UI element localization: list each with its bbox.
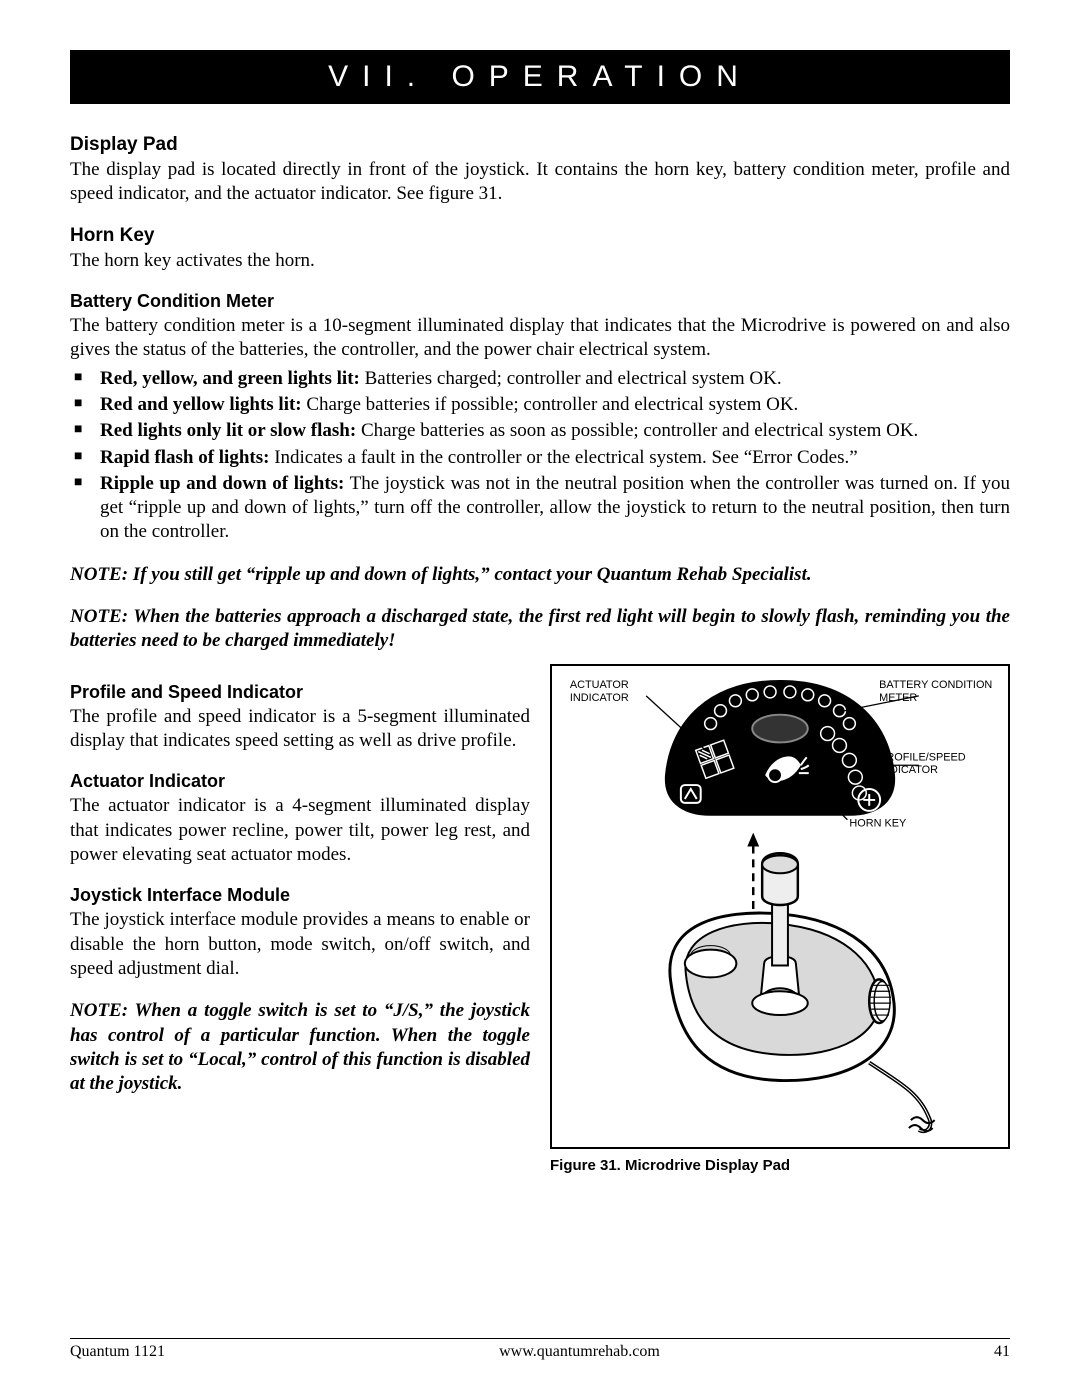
- list-lead: Red lights only lit or slow flash:: [100, 420, 356, 441]
- callout-actuator-line2: INDICATOR: [570, 691, 629, 703]
- list-item: Red lights only lit or slow flash: Charg…: [100, 419, 1010, 443]
- callout-profile-line2: INDICATOR: [879, 764, 938, 776]
- figure-caption: Figure 31. Microdrive Display Pad: [550, 1157, 1010, 1174]
- note-ripple: NOTE: If you still get “ripple up and do…: [70, 563, 1010, 587]
- callout-horn: HORN KEY: [849, 817, 907, 829]
- heading-profile-speed: Profile and Speed Indicator: [70, 682, 530, 703]
- list-item: Red, yellow, and green lights lit: Batte…: [100, 367, 1010, 391]
- heading-horn-key: Horn Key: [70, 225, 1010, 247]
- callout-battery-line1: BATTERY CONDITION: [879, 679, 992, 691]
- list-rest: Charge batteries if possible; controller…: [302, 394, 799, 415]
- body-joystick-module: The joystick interface module provides a…: [70, 908, 530, 981]
- heading-battery-meter: Battery Condition Meter: [70, 291, 1010, 312]
- body-horn-key: The horn key activates the horn.: [70, 249, 1010, 273]
- list-item: Red and yellow lights lit: Charge batter…: [100, 393, 1010, 417]
- heading-actuator: Actuator Indicator: [70, 771, 530, 792]
- list-lead: Red and yellow lights lit:: [100, 394, 302, 415]
- note-joystick-toggle: NOTE: When a toggle switch is set to “J/…: [70, 999, 530, 1096]
- list-lead: Rapid flash of lights:: [100, 447, 269, 468]
- footer-rule: [70, 1338, 1010, 1339]
- callout-battery-line2: METER: [879, 691, 917, 703]
- battery-meter-list: Red, yellow, and green lights lit: Batte…: [70, 367, 1010, 545]
- list-rest: Batteries charged; controller and electr…: [360, 368, 782, 389]
- list-lead: Red, yellow, and green lights lit:: [100, 368, 360, 389]
- chapter-header: VII. OPERATION: [70, 50, 1010, 104]
- body-display-pad: The display pad is located directly in f…: [70, 158, 1010, 207]
- body-profile-speed: The profile and speed indicator is a 5-s…: [70, 705, 530, 754]
- page-footer: Quantum 1121 www.quantumrehab.com 41: [70, 1343, 1010, 1361]
- microdrive-display-pad-diagram: ACTUATOR INDICATOR BATTERY CONDITION MET…: [552, 666, 1008, 1147]
- body-actuator: The actuator indicator is a 4-segment il…: [70, 794, 530, 867]
- list-lead: Ripple up and down of lights:: [100, 473, 344, 494]
- heading-display-pad: Display Pad: [70, 134, 1010, 156]
- footer-right: 41: [994, 1343, 1010, 1361]
- footer-center: www.quantumrehab.com: [499, 1343, 660, 1361]
- list-item: Rapid flash of lights: Indicates a fault…: [100, 446, 1010, 470]
- callout-actuator-line1: ACTUATOR: [570, 679, 629, 691]
- callout-profile-line1: PROFILE/SPEED: [879, 751, 966, 763]
- list-item: Ripple up and down of lights: The joysti…: [100, 472, 1010, 545]
- body-battery-meter-intro: The battery condition meter is a 10-segm…: [70, 314, 1010, 363]
- list-rest: Indicates a fault in the controller or t…: [269, 447, 857, 468]
- figure-31: ACTUATOR INDICATOR BATTERY CONDITION MET…: [550, 664, 1010, 1149]
- note-discharge: NOTE: When the batteries approach a disc…: [70, 605, 1010, 654]
- list-rest: Charge batteries as soon as possible; co…: [356, 420, 918, 441]
- heading-joystick-module: Joystick Interface Module: [70, 885, 530, 906]
- footer-left: Quantum 1121: [70, 1343, 165, 1361]
